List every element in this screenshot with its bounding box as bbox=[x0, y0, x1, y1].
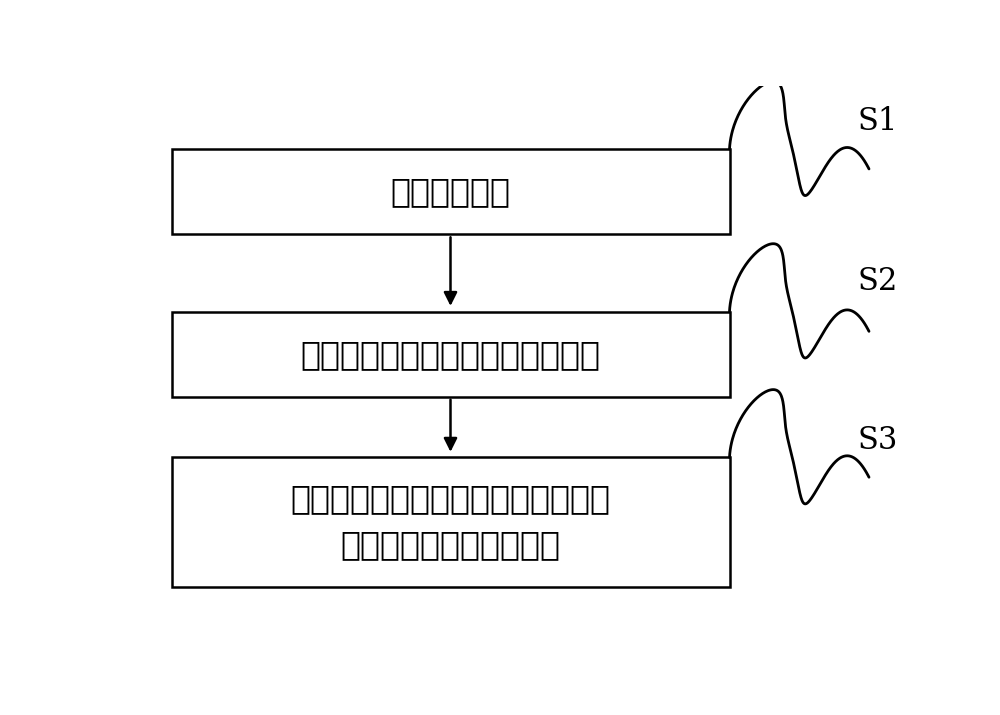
Text: S1: S1 bbox=[857, 106, 898, 137]
Text: S2: S2 bbox=[857, 266, 898, 297]
Bar bbox=[172, 149, 730, 235]
Bar bbox=[172, 312, 730, 397]
Text: 将所述信号输入电路和信号输出电路
与所述逻辑电路对应连接: 将所述信号输入电路和信号输出电路 与所述逻辑电路对应连接 bbox=[290, 483, 610, 561]
Text: 制备逻辑电路: 制备逻辑电路 bbox=[390, 175, 511, 208]
Bar bbox=[172, 458, 730, 587]
Text: S3: S3 bbox=[857, 425, 898, 456]
Text: 制备信号输入电路和信号输出电路: 制备信号输入电路和信号输出电路 bbox=[300, 337, 600, 370]
